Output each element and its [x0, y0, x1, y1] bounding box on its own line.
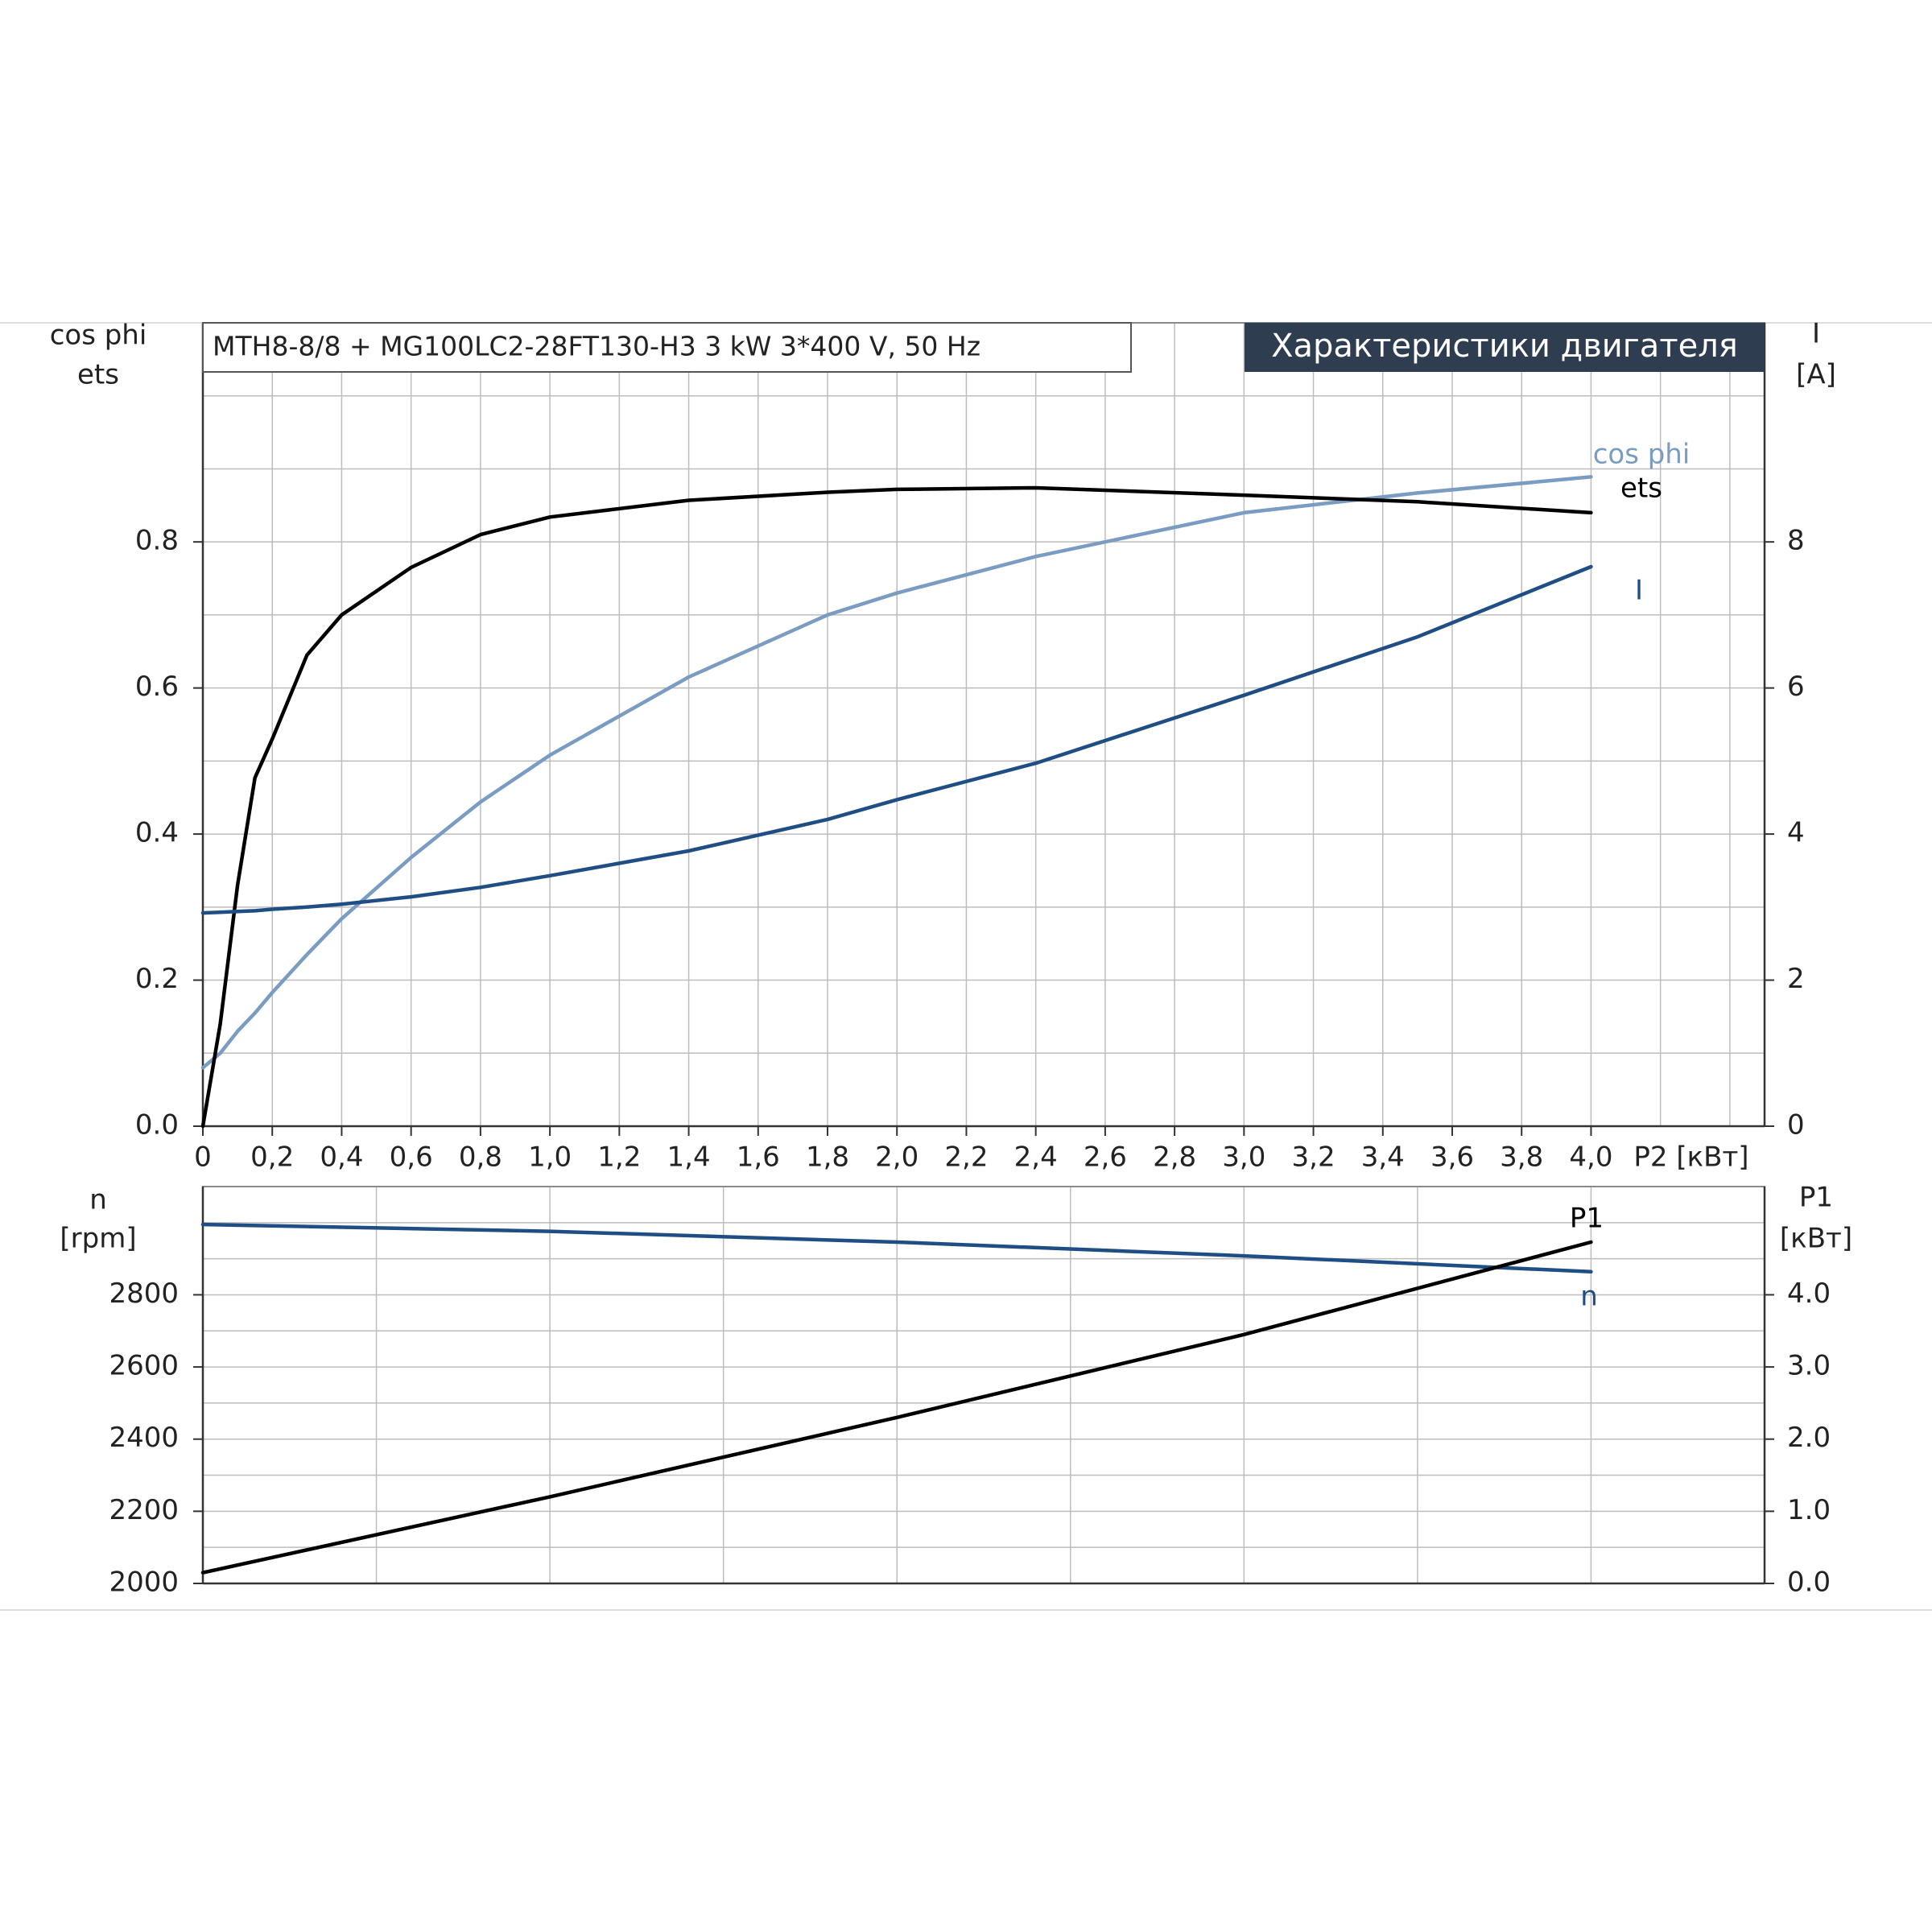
y-axis-label: ets — [77, 359, 119, 391]
y2-tick-label: 0.0 — [1787, 1567, 1831, 1599]
series-line — [200, 564, 1593, 915]
y2-tick-label: 8 — [1787, 525, 1805, 557]
series-label: ets — [1620, 473, 1662, 505]
x-tick-label: 2,4 — [1014, 1141, 1058, 1174]
x-tick-label: 1,2 — [597, 1141, 641, 1174]
x-axis-label: P2 [кВт] — [1633, 1141, 1748, 1174]
y-tick-label: 0.4 — [135, 817, 179, 849]
series-label: P1 — [1570, 1203, 1604, 1235]
y-axis-label: [rpm] — [60, 1223, 136, 1255]
x-tick-label: 4,0 — [1569, 1141, 1612, 1174]
x-tick-label: 3,8 — [1500, 1141, 1543, 1174]
title-box — [202, 322, 1132, 373]
y2-axis-label: [кВт] — [1780, 1223, 1852, 1255]
x-tick-label: 0,8 — [459, 1141, 502, 1174]
x-tick-label: 1,0 — [528, 1141, 572, 1174]
x-tick-label: 0 — [194, 1141, 212, 1174]
y2-tick-label: 2.0 — [1787, 1422, 1831, 1454]
y-tick-label: 2600 — [109, 1350, 179, 1382]
x-tick-label: 2,2 — [944, 1141, 988, 1174]
series-line — [200, 485, 1593, 1129]
y2-tick-label: 1.0 — [1787, 1494, 1831, 1526]
series-line — [200, 1222, 1593, 1274]
y-tick-label: 2200 — [109, 1494, 179, 1526]
y-tick-label: 0.2 — [135, 963, 179, 995]
x-tick-label: 3,4 — [1361, 1141, 1405, 1174]
y2-tick-label: 6 — [1787, 671, 1805, 703]
x-tick-label: 1,8 — [806, 1141, 849, 1174]
y2-tick-label: 2 — [1787, 963, 1805, 995]
heading-banner — [1245, 323, 1765, 372]
series-line — [200, 475, 1593, 1070]
x-tick-label: 0,4 — [320, 1141, 363, 1174]
series-label: n — [1580, 1281, 1598, 1313]
y-tick-label: 0.0 — [135, 1109, 179, 1141]
y2-tick-label: 4 — [1787, 817, 1805, 849]
series-line — [200, 1240, 1593, 1575]
series-label: I — [1635, 575, 1643, 607]
x-tick-label: 2,8 — [1153, 1141, 1196, 1174]
x-tick-label: 3,2 — [1292, 1141, 1335, 1174]
x-tick-label: 1,6 — [737, 1141, 780, 1174]
y2-tick-label: 0 — [1787, 1109, 1805, 1141]
y2-tick-label: 4.0 — [1787, 1278, 1831, 1310]
y-tick-label: 2400 — [109, 1422, 179, 1454]
y2-axis-label: P1 — [1799, 1182, 1833, 1214]
chart-title: MTH8-8/8 + MG100LC2-28FT130-H3 3 kW 3*40… — [213, 331, 980, 362]
heading: Характеристики двигателя — [1271, 328, 1738, 365]
x-tick-label: 3,6 — [1430, 1141, 1474, 1174]
y2-axis-label: I — [1812, 318, 1820, 350]
y-tick-label: 0.8 — [135, 525, 179, 557]
series-label: cos phi — [1593, 439, 1690, 471]
y-tick-label: 2000 — [109, 1567, 179, 1599]
y-tick-label: 0.6 — [135, 671, 179, 703]
x-tick-label: 2,6 — [1084, 1141, 1127, 1174]
x-tick-label: 2,0 — [875, 1141, 919, 1174]
x-tick-label: 3,0 — [1222, 1141, 1265, 1174]
y-tick-label: 2800 — [109, 1278, 179, 1310]
y-axis-label: n — [89, 1184, 107, 1216]
x-tick-label: 0,6 — [390, 1141, 433, 1174]
y2-axis-label: [A] — [1796, 359, 1836, 391]
x-tick-label: 1,4 — [667, 1141, 711, 1174]
y2-tick-label: 3.0 — [1787, 1350, 1831, 1382]
y-axis-label: cos phi — [50, 320, 147, 352]
x-tick-label: 0,2 — [250, 1141, 294, 1174]
